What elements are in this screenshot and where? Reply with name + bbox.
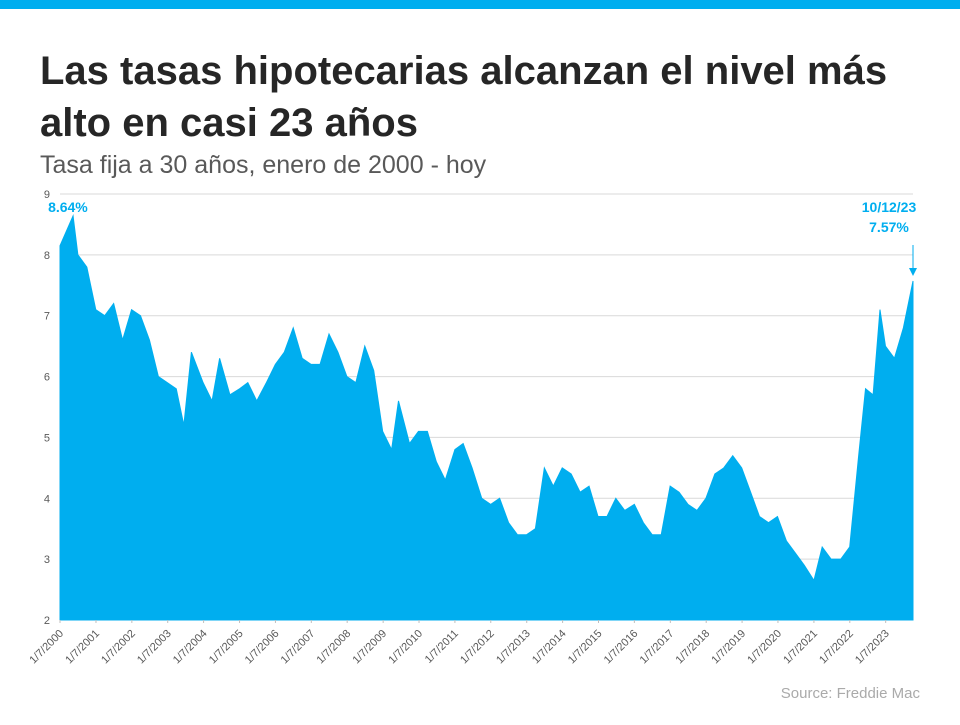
chart-title: Las tasas hipotecarias alcanzan el nivel… [40, 49, 887, 145]
x-tick-label: 1/7/2009 [351, 628, 390, 667]
x-tick-label: 1/7/2018 [674, 628, 713, 667]
x-tick-label: 1/7/2003 [135, 628, 174, 667]
y-tick-label: 7 [44, 311, 50, 323]
x-tick-label: 1/7/2011 [423, 628, 461, 666]
x-tick-label: 1/7/2022 [817, 628, 856, 667]
x-tick-label: 1/7/2010 [386, 628, 425, 667]
x-tick-label: 1/7/2007 [279, 628, 318, 667]
x-tick-label: 1/7/2002 [99, 628, 138, 667]
annotation-label: 8.64% [48, 199, 88, 215]
top-bar [0, 0, 960, 9]
x-tick-label: 1/7/2021 [781, 628, 820, 667]
x-tick-label: 1/7/2015 [566, 628, 605, 667]
x-tick-label: 1/7/2020 [745, 628, 784, 667]
x-tick-label: 1/7/2001 [63, 628, 102, 667]
annotation-label: 7.57% [869, 219, 909, 235]
x-tick-label: 1/7/2000 [27, 628, 66, 667]
source: Source: Freddie Mac [781, 685, 921, 702]
y-tick-label: 3 [44, 554, 50, 566]
x-tick-label: 1/7/2013 [494, 628, 533, 667]
x-tick-label: 1/7/2004 [171, 628, 210, 667]
x-tick-label: 1/7/2008 [315, 628, 354, 667]
y-tick-label: 5 [44, 432, 50, 444]
y-tick-label: 8 [44, 250, 50, 262]
y-tick-label: 6 [44, 372, 50, 384]
x-tick-label: 1/7/2014 [530, 628, 569, 667]
annotation-date: 10/12/23 [862, 199, 917, 215]
x-tick-label: 1/7/2016 [602, 628, 641, 667]
x-tick-label: 1/7/2006 [243, 628, 282, 667]
x-tick-label: 1/7/2023 [853, 628, 892, 667]
y-tick-label: 4 [44, 493, 50, 505]
x-tick-label: 1/7/2017 [638, 628, 677, 667]
x-tick-label: 1/7/2019 [709, 628, 748, 667]
x-tick-label: 1/7/2005 [207, 628, 246, 667]
chart-subtitle: Tasa fija a 30 años, enero de 2000 - hoy [40, 151, 487, 179]
x-tick-label: 1/7/2012 [458, 628, 497, 667]
area [59, 214, 914, 621]
y-tick-label: 9 [44, 189, 50, 201]
y-tick-label: 2 [44, 615, 50, 627]
annotation-arrowhead [909, 268, 917, 277]
